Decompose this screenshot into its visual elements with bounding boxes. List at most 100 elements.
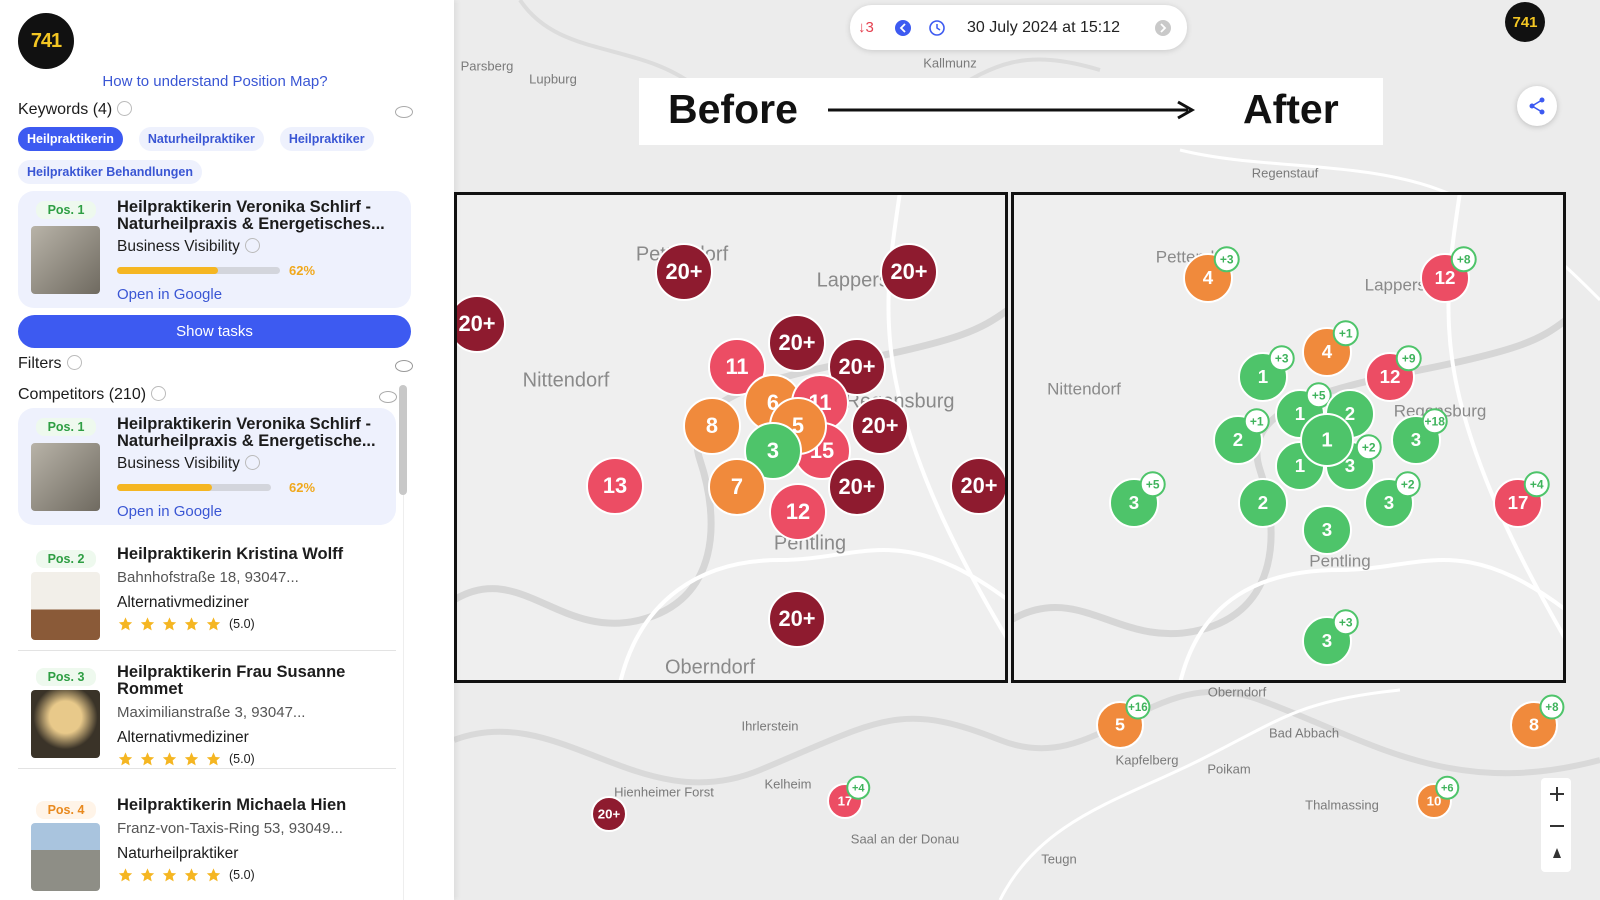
business-photo xyxy=(31,823,100,891)
badge-circle xyxy=(1213,246,1240,273)
rank-marker[interactable]: 12+9 xyxy=(1365,345,1422,402)
rank-marker[interactable]: 20+ xyxy=(454,295,506,353)
marker-label: 20+ xyxy=(838,474,875,499)
info-icon[interactable] xyxy=(117,101,133,116)
rank-marker[interactable]: 5+16 xyxy=(1096,694,1151,749)
map[interactable]: Parsberg Lupburg Kallmunz Regenstauf Oberndo… xyxy=(454,0,1600,900)
previous-button[interactable] xyxy=(895,20,911,36)
rank-marker[interactable]: 10+6 xyxy=(1416,775,1460,819)
star-shape xyxy=(140,752,155,766)
rank-marker[interactable]: 3 +2 xyxy=(1364,471,1421,528)
rank-marker[interactable]: 17+4 xyxy=(1493,471,1550,528)
star xyxy=(184,752,199,766)
keyword-chip[interactable]: Heilpraktiker Behandlungen xyxy=(18,160,203,184)
info-icon[interactable] xyxy=(244,455,260,470)
marker-label: 12 xyxy=(786,499,810,524)
competitor-item[interactable]: Pos. 4 Heilpraktikerin Michaela Hien Franz… xyxy=(18,783,396,900)
filters-title: Filters xyxy=(18,355,82,373)
badge-label: +1 xyxy=(1250,414,1264,428)
history-button[interactable] xyxy=(929,20,945,36)
rank-marker[interactable]: 3 xyxy=(744,422,802,480)
rank-marker[interactable]: 3 +3 xyxy=(1302,609,1359,666)
marker-label: 12 xyxy=(1435,267,1456,288)
badge-label: +18 xyxy=(1425,414,1446,428)
rank-marker[interactable]: 1 +3 xyxy=(1238,345,1295,402)
place-label: Nittendorf xyxy=(523,369,610,391)
marker-label: 20+ xyxy=(778,606,815,631)
rank-marker[interactable]: 20+ xyxy=(950,457,1008,515)
rank-marker[interactable]: 8 xyxy=(683,397,741,455)
keyword-chip[interactable]: Heilpraktikerin xyxy=(18,127,123,151)
rank-marker[interactable]: 20+ xyxy=(828,458,886,516)
info-icon[interactable] xyxy=(66,355,82,370)
marker-label: 3 xyxy=(1384,492,1394,513)
rank-marker[interactable]: 20+ xyxy=(828,338,886,396)
info-icon[interactable] xyxy=(244,238,260,253)
star xyxy=(118,752,133,766)
business-category: Alternativmediziner xyxy=(117,729,249,746)
share-bg[interactable] xyxy=(1517,86,1557,126)
metric-label: Business Visibility xyxy=(117,238,240,255)
rank-marker[interactable]: 3 +5 xyxy=(1109,471,1166,528)
info-icon[interactable] xyxy=(151,386,167,401)
history-icon xyxy=(936,24,941,31)
rank-marker[interactable]: 20+ xyxy=(591,796,627,832)
filters-toggle[interactable] xyxy=(395,360,413,372)
keyword-chip[interactable]: Heilpraktiker xyxy=(279,127,374,151)
business-name: Heilpraktikerin Frau Susanne Rommet xyxy=(117,663,346,698)
rank-marker[interactable]: 1 +5 xyxy=(1275,382,1332,439)
rank-marker[interactable]: 4 +3 xyxy=(1183,246,1240,303)
rank-marker[interactable]: 17+4 xyxy=(827,775,871,819)
rank-marker[interactable]: 20+ xyxy=(880,243,938,301)
metric: Business Visibility xyxy=(117,238,260,256)
rank-marker[interactable]: 12 xyxy=(769,483,827,541)
rank-marker[interactable]: 8 +8 xyxy=(1510,694,1565,749)
scrollbar[interactable] xyxy=(399,385,407,495)
competitors-toggle[interactable] xyxy=(379,391,397,403)
rank-marker[interactable]: 3 xyxy=(1302,505,1352,555)
rank-marker[interactable]: 20+ xyxy=(851,397,909,455)
competitor-item[interactable]: Pos. 2 Heilpraktikerin Kristina Wolff Bahn… xyxy=(18,532,396,651)
badge-label: +4 xyxy=(852,783,865,795)
place-label: Pentling xyxy=(1309,551,1370,570)
logo[interactable]: 741 xyxy=(18,13,74,69)
visibility-toggle[interactable] xyxy=(395,106,413,118)
sidebar: 741 How to understand Position Map? Keyw… xyxy=(0,0,454,900)
competitor-item[interactable]: Pos. 3 Heilpraktikerin Frau Susanne Romme… xyxy=(18,650,396,769)
visibility-track xyxy=(117,484,271,491)
compass[interactable] xyxy=(1553,848,1561,858)
brand-logo[interactable] xyxy=(1505,2,1545,42)
rank-marker[interactable]: 20+ xyxy=(768,314,826,372)
marker-circle xyxy=(683,397,741,455)
share-button[interactable] xyxy=(1517,86,1557,126)
marker-circle xyxy=(1238,478,1288,528)
rank-marker[interactable]: 7 xyxy=(708,458,766,516)
competitor-card[interactable]: Pos. 1 Heilpraktikerin Veronika Schlirf … xyxy=(18,408,396,525)
rank-marker[interactable]: 2 +1 xyxy=(1213,408,1270,465)
star xyxy=(140,752,155,766)
open-in-google[interactable]: Open in Google xyxy=(117,503,223,520)
business-photo xyxy=(31,443,100,511)
rank-marker[interactable]: 12+8 xyxy=(1420,246,1477,303)
rank-marker[interactable]: 1 xyxy=(1300,413,1354,467)
rank-marker[interactable]: 4 +1 xyxy=(1302,320,1359,377)
keyword-chips: Heilpraktikerin Naturheilpraktiker Heilpra… xyxy=(18,127,418,184)
business-category: Naturheilpraktiker xyxy=(117,845,239,862)
rank-marker[interactable]: 20+ xyxy=(655,243,713,301)
rank-marker[interactable]: 20+ xyxy=(768,590,826,648)
position-badge: Pos. 3 xyxy=(36,668,96,686)
place-label: Saal an der Donau xyxy=(851,831,959,846)
rank-marker[interactable]: 3 +18 xyxy=(1391,408,1448,465)
zoom-in[interactable] xyxy=(1550,787,1564,801)
help-link[interactable]: How to understand Position Map? xyxy=(102,73,328,90)
rank-change: ↓3 xyxy=(858,19,874,36)
marker-label: 20+ xyxy=(778,330,815,355)
rank-marker[interactable]: 13 xyxy=(586,457,644,515)
keyword-chip[interactable]: Naturheilpraktiker xyxy=(138,127,264,151)
rank-marker[interactable]: 2 xyxy=(1238,478,1288,528)
open-in-google[interactable]: Open in Google xyxy=(117,286,223,303)
metric-label: Business Visibility xyxy=(117,455,240,472)
show-tasks-button[interactable]: Show tasks xyxy=(18,315,411,348)
next-button[interactable] xyxy=(1155,20,1171,36)
rank-marker[interactable]: 11 xyxy=(708,338,766,396)
